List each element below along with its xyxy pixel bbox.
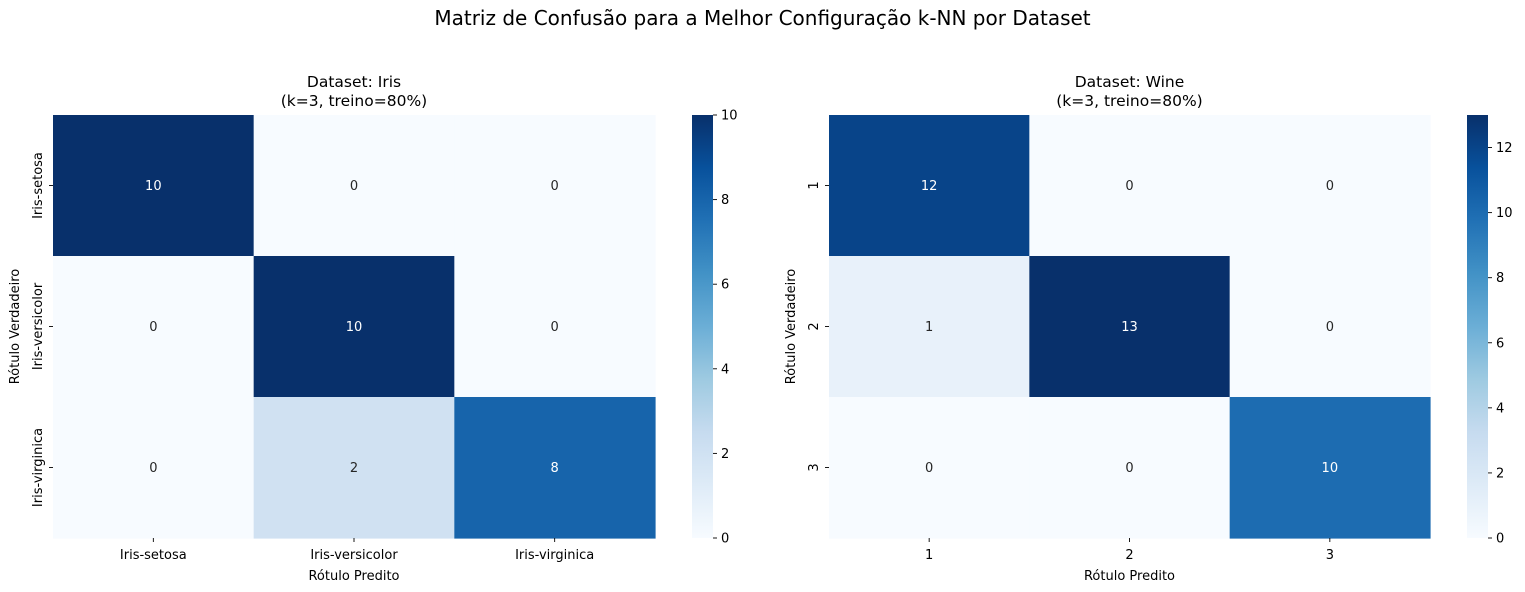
colorbar-tick-label: 4 xyxy=(721,362,729,377)
cell-value-label: 0 xyxy=(1125,461,1133,476)
heatmap-cell xyxy=(1029,115,1231,257)
colorbar xyxy=(1467,115,1488,538)
figure-suptitle: Matriz de Confusão para a Melhor Configu… xyxy=(434,6,1091,30)
heatmap-cell xyxy=(53,115,255,257)
heatmap-cell xyxy=(53,397,255,539)
heatmap-cell xyxy=(1229,256,1431,398)
cell-value-label: 12 xyxy=(921,179,938,194)
cell-value-label: 0 xyxy=(1326,179,1334,194)
colorbar-tick-label: 10 xyxy=(721,109,738,124)
x-tick-label: Iris-virginica xyxy=(515,548,594,563)
cell-value-label: 0 xyxy=(551,320,559,335)
cell-value-label: 0 xyxy=(149,320,157,335)
heatmap-cell xyxy=(829,115,1030,257)
cell-value-label: 0 xyxy=(1326,320,1334,335)
x-tick-label: 3 xyxy=(1326,548,1334,563)
cell-value-label: 0 xyxy=(925,461,933,476)
heatmap-cell xyxy=(454,115,656,257)
x-tick-label: 2 xyxy=(1125,548,1133,563)
cell-value-label: 2 xyxy=(350,461,358,476)
x-tick-label: Iris-versicolor xyxy=(310,548,398,563)
heatmap-cell xyxy=(1229,397,1431,539)
y-tick-label: 2 xyxy=(807,322,822,330)
heatmap-panel-iris: Dataset: Iris(k=3, treino=80%) 10 0 0 0 10 0 0 2… xyxy=(8,73,738,584)
x-tick-label: Iris-setosa xyxy=(120,548,187,563)
y-tick-label: Iris-virginica xyxy=(31,428,46,507)
panel-title: Dataset: Wine xyxy=(1075,73,1185,91)
colorbar-tick-label: 6 xyxy=(721,278,729,293)
heatmap-cell xyxy=(454,397,656,539)
heatmap-cell xyxy=(1029,256,1231,398)
colorbar-tick-label: 0 xyxy=(1496,532,1504,547)
panel-title: Dataset: Iris xyxy=(307,73,401,91)
heatmap-cell xyxy=(253,256,455,398)
heatmap-cell xyxy=(53,256,255,398)
colorbar xyxy=(692,115,713,538)
cell-value-label: 10 xyxy=(346,320,363,335)
panel-subtitle: (k=3, treino=80%) xyxy=(1056,92,1202,110)
y-tick-label: 3 xyxy=(807,463,822,471)
x-tick-label: 1 xyxy=(925,548,933,563)
heatmap-cell xyxy=(253,397,455,539)
cell-value-label: 10 xyxy=(145,179,162,194)
cell-value-label: 13 xyxy=(1121,320,1138,335)
x-axis-label: Rótulo Predito xyxy=(1084,569,1175,584)
y-tick-label: Iris-versicolor xyxy=(31,282,46,370)
heatmap-cell xyxy=(1029,397,1231,539)
cell-value-label: 0 xyxy=(1125,179,1133,194)
y-tick-label: Iris-setosa xyxy=(31,152,46,219)
colorbar-tick-label: 12 xyxy=(1496,141,1513,156)
cell-value-label: 10 xyxy=(1322,461,1339,476)
y-axis-label: Rótulo Verdadeiro xyxy=(784,269,799,385)
heatmap-cell xyxy=(1229,115,1431,257)
heatmap-cell xyxy=(253,115,455,257)
cell-value-label: 0 xyxy=(551,179,559,194)
cell-value-label: 8 xyxy=(551,461,559,476)
y-tick-label: 1 xyxy=(807,181,822,189)
x-axis-label: Rótulo Predito xyxy=(308,569,399,584)
colorbar-tick-label: 0 xyxy=(721,532,729,547)
colorbar-tick-label: 8 xyxy=(1496,271,1504,286)
heatmap-panel-wine: Dataset: Wine(k=3, treino=80%)12 0 01 13 00 0… xyxy=(784,73,1513,584)
colorbar-tick-label: 2 xyxy=(1496,466,1504,481)
heatmap-cell xyxy=(829,397,1030,539)
colorbar-tick-label: 6 xyxy=(1496,336,1504,351)
colorbar-tick-label: 10 xyxy=(1496,206,1513,221)
cell-value-label: 0 xyxy=(149,461,157,476)
panel-subtitle: (k=3, treino=80%) xyxy=(281,92,427,110)
cell-value-label: 1 xyxy=(925,320,933,335)
colorbar-tick-label: 4 xyxy=(1496,401,1504,416)
colorbar-tick-label: 8 xyxy=(721,193,729,208)
heatmap-cell xyxy=(829,256,1030,398)
colorbar-tick-label: 2 xyxy=(721,447,729,462)
cell-value-label: 0 xyxy=(350,179,358,194)
heatmap-cell xyxy=(454,256,656,398)
y-axis-label: Rótulo Verdadeiro xyxy=(8,269,23,385)
